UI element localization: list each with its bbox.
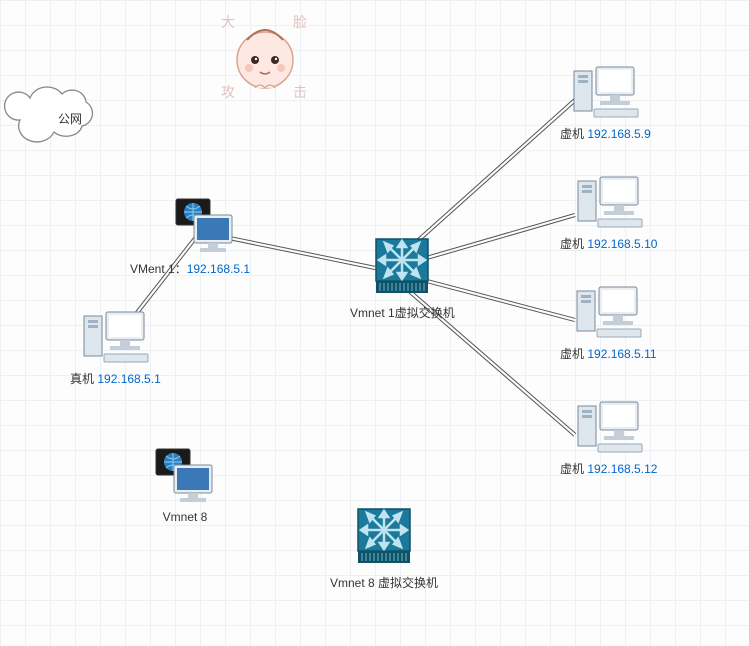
watermark: 大 脸 攻 击	[225, 10, 305, 105]
vment1-ip: 192.168.5.1	[187, 262, 250, 276]
vm3-ip: 192.168.5.11	[587, 347, 656, 361]
network-adapter-icon	[170, 195, 240, 255]
vm1-prefix: 虚机	[560, 127, 587, 141]
vm2-prefix: 虚机	[560, 237, 587, 251]
vment1-prefix: VMent 1：	[130, 262, 187, 276]
vmnet8-switch: Vmnet 8 虚拟交换机	[330, 505, 438, 591]
real-pc-prefix: 真机	[70, 372, 97, 386]
wm-char-bl: 攻	[221, 82, 235, 102]
network-adapter-icon	[150, 445, 220, 505]
vm4-ip: 192.168.5.12	[587, 462, 657, 476]
wm-char-br: 击	[293, 82, 307, 102]
switch1-label: Vmnet 1虚拟交换机	[350, 304, 455, 321]
vm1-ip: 192.168.5.9	[587, 127, 650, 141]
desktop-pc-icon	[574, 400, 644, 455]
vmnet8-label: Vmnet 8	[150, 510, 220, 524]
switch-icon	[352, 505, 416, 569]
wm-char-tr: 脸	[293, 12, 307, 32]
wm-char-tl: 大	[221, 12, 235, 32]
real-pc-ip: 192.168.5.1	[97, 372, 160, 386]
vm3-prefix: 虚机	[560, 347, 587, 361]
vm-3: 虚机 192.168.5.11	[560, 285, 657, 362]
cloud-text: 公网	[58, 112, 82, 126]
vmnet1-switch: Vmnet 1虚拟交换机	[350, 235, 455, 321]
vm4-prefix: 虚机	[560, 462, 587, 476]
vm-2: 虚机 192.168.5.10	[560, 175, 657, 252]
vm-1: 虚机 192.168.5.9	[560, 65, 651, 142]
real-pc: 真机 192.168.5.1	[70, 310, 161, 387]
switch2-label: Vmnet 8 虚拟交换机	[330, 574, 438, 591]
switch-icon	[370, 235, 434, 299]
cloud-label: 公网	[40, 110, 100, 128]
desktop-pc-icon	[574, 175, 644, 230]
vm2-ip: 192.168.5.10	[587, 237, 657, 251]
desktop-pc-icon	[573, 285, 643, 340]
vmnet8-adapter: Vmnet 8	[150, 445, 220, 524]
vment1-adapter: VMent 1：192.168.5.1	[160, 195, 250, 277]
desktop-pc-icon	[570, 65, 640, 120]
desktop-pc-icon	[80, 310, 150, 365]
vm-4: 虚机 192.168.5.12	[560, 400, 657, 477]
